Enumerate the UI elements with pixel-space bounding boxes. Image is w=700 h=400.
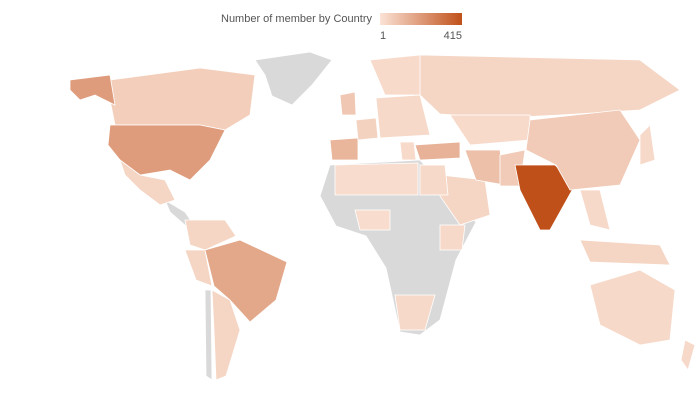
country xyxy=(355,117,379,141)
country xyxy=(589,269,676,346)
land-no-data xyxy=(254,51,333,106)
country xyxy=(109,67,256,131)
country xyxy=(419,54,681,119)
legend-title: Number of member by Country xyxy=(221,13,372,25)
land-no-data xyxy=(204,289,213,381)
country xyxy=(680,339,696,371)
country xyxy=(339,91,357,116)
country xyxy=(449,114,531,146)
country xyxy=(329,137,359,161)
country xyxy=(514,164,576,231)
legend-min: 1 xyxy=(380,30,386,42)
country xyxy=(414,141,461,161)
country xyxy=(579,239,671,266)
country xyxy=(579,189,611,231)
country xyxy=(69,74,116,106)
country xyxy=(419,164,449,196)
legend-max: 415 xyxy=(444,30,462,42)
country xyxy=(354,209,391,231)
country xyxy=(394,294,436,331)
country xyxy=(211,289,241,381)
country xyxy=(107,124,226,181)
regions xyxy=(69,54,696,381)
country xyxy=(399,141,417,161)
country xyxy=(119,158,176,206)
legend-gradient xyxy=(380,13,462,25)
country xyxy=(184,219,237,251)
country xyxy=(639,124,656,166)
country xyxy=(204,239,288,323)
country xyxy=(184,249,213,287)
country xyxy=(375,94,431,139)
country xyxy=(439,224,466,251)
country xyxy=(334,162,419,196)
country xyxy=(525,109,641,191)
